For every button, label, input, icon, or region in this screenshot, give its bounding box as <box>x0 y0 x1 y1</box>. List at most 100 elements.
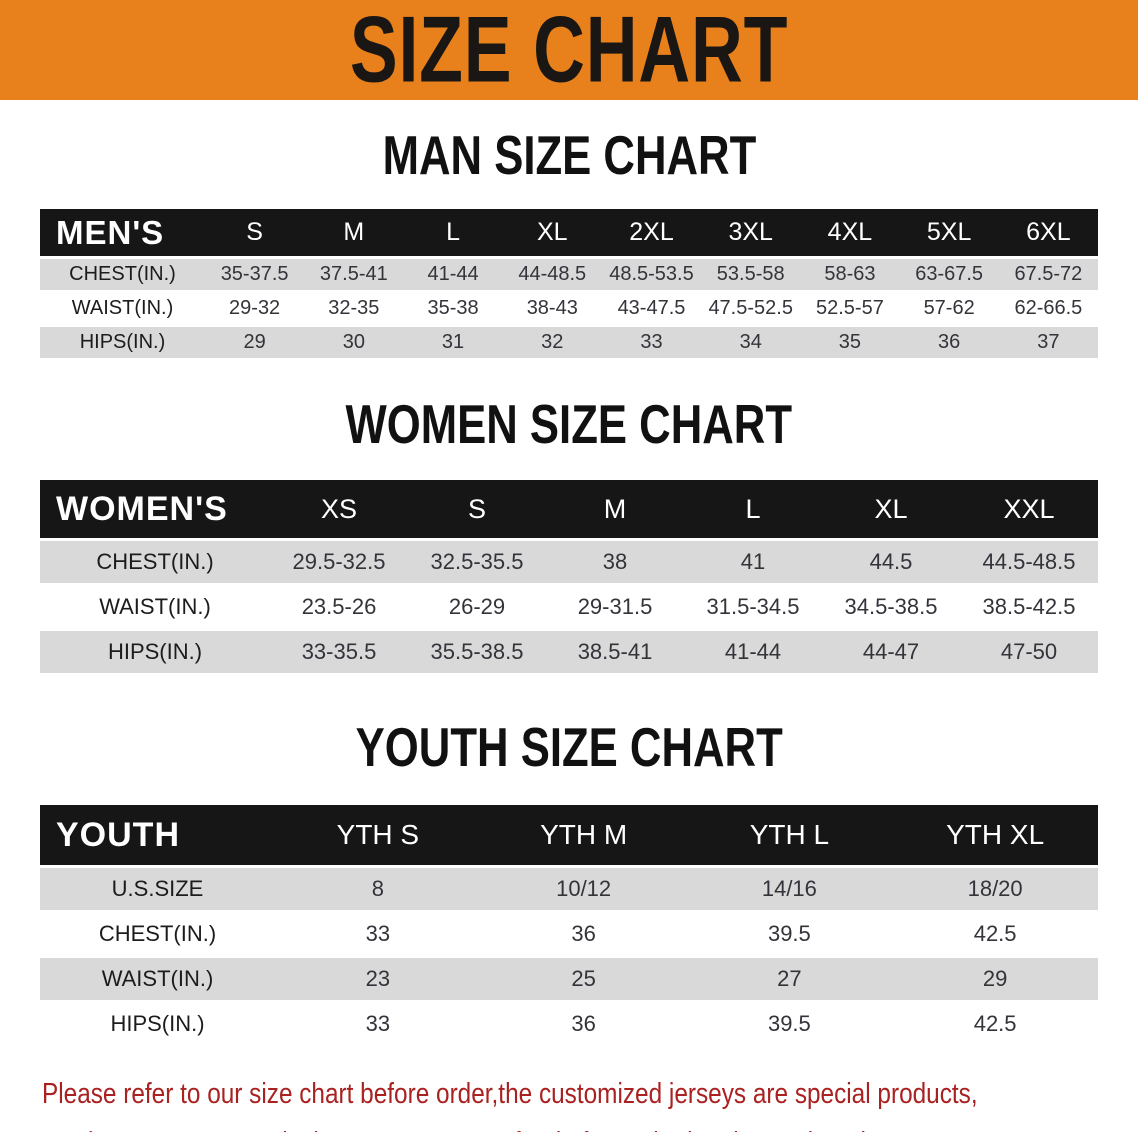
size-value-cell: 30 <box>342 331 365 353</box>
men-size-table: MEN'S S M L XL 2XL 3XL 4XL 5XL 6XL CHEST(IN.) 35-37… <box>40 206 1098 361</box>
size-value-cell: 44.5 <box>869 549 913 574</box>
size-column-header: 6XL <box>1026 218 1071 246</box>
size-value-cell: 33 <box>365 921 391 946</box>
table-header-row: YOUTH YTH S YTH M YTH L YTH XL <box>40 805 1098 865</box>
row-label: U.S.SIZE <box>111 876 204 901</box>
table-row: WAIST(IN.) 23.5-26 26-29 29-31.5 31.5-34.5 34… <box>40 586 1098 628</box>
disclaimer-line-1: Please refer to our size chart before or… <box>42 1078 978 1110</box>
size-value-cell: 33-35.5 <box>301 639 377 664</box>
size-value-cell: 29-32 <box>229 297 281 319</box>
size-column-header: XXL <box>1003 493 1055 524</box>
size-column-header: 5XL <box>926 218 972 246</box>
size-value-cell: 26-29 <box>448 594 506 619</box>
size-value-cell: 8 <box>371 876 384 901</box>
table-row: CHEST(IN.) 33 36 39.5 42.5 <box>40 913 1098 955</box>
row-label: CHEST(IN.) <box>96 549 214 574</box>
size-column-header: YTH XL <box>946 819 1045 850</box>
size-value-cell: 33 <box>640 331 663 353</box>
size-value-cell: 63-67.5 <box>915 263 984 285</box>
size-value-cell: 67.5-72 <box>1014 263 1083 285</box>
size-column-header: YTH L <box>749 819 830 850</box>
size-value-cell: 44.5-48.5 <box>982 549 1076 574</box>
size-value-cell: 34.5-38.5 <box>844 594 938 619</box>
size-chart-banner: SIZE CHART <box>0 0 1138 103</box>
women-size-table: WOMEN'S XS S M L XL XXL CHEST(IN.) 29.5-32.5 32.5… <box>40 477 1098 676</box>
size-value-cell: 41-44 <box>427 263 479 285</box>
size-value-cell: 41 <box>740 549 766 574</box>
size-value-cell: 43-47.5 <box>617 297 686 319</box>
table-row: CHEST(IN.) 29.5-32.5 32.5-35.5 38 41 44.5 44.5… <box>40 541 1098 583</box>
table-header-label: WOMEN'S <box>56 489 228 528</box>
size-value-cell: 38.5-42.5 <box>982 594 1076 619</box>
size-value-cell: 35.5-38.5 <box>430 639 524 664</box>
size-value-cell: 47.5-52.5 <box>708 297 793 319</box>
size-value-cell: 33 <box>365 1011 391 1036</box>
size-value-cell: 47-50 <box>1000 639 1058 664</box>
size-value-cell: 18/20 <box>967 876 1023 901</box>
size-value-cell: 57-62 <box>923 297 975 319</box>
row-label: HIPS(IN.) <box>107 639 203 664</box>
row-label: CHEST(IN.) <box>69 263 176 285</box>
size-value-cell: 52.5-57 <box>816 297 884 319</box>
size-column-header: M <box>603 493 627 524</box>
size-value-cell: 38.5-41 <box>577 639 653 664</box>
size-value-cell: 39.5 <box>767 1011 811 1036</box>
size-value-cell: 29-31.5 <box>577 594 653 619</box>
size-value-cell: 35 <box>838 331 862 353</box>
size-value-cell: 27 <box>777 966 802 991</box>
size-column-header: 4XL <box>827 218 873 246</box>
size-value-cell: 58-63 <box>824 263 876 285</box>
size-value-cell: 10/12 <box>556 876 612 901</box>
table-row: HIPS(IN.) 33 36 39.5 42.5 <box>40 1003 1098 1045</box>
table-row: WAIST(IN.) 23 25 27 29 <box>40 958 1098 1000</box>
size-value-cell: 42.5 <box>973 921 1017 946</box>
table-header-row: WOMEN'S XS S M L XL XXL <box>40 480 1098 538</box>
size-value-cell: 23.5-26 <box>301 594 377 619</box>
size-value-cell: 29 <box>982 966 1008 991</box>
youth-section-heading: YOUTH SIZE CHART <box>355 717 783 779</box>
size-value-cell: 44-47 <box>862 639 920 664</box>
size-value-cell: 25 <box>571 966 596 991</box>
size-column-header: M <box>343 218 365 246</box>
size-value-cell: 14/16 <box>761 876 817 901</box>
row-label: CHEST(IN.) <box>98 921 217 946</box>
table-row: U.S.SIZE 8 10/12 14/16 18/20 <box>40 868 1098 910</box>
size-column-header: YTH S <box>336 819 420 850</box>
size-value-cell: 29.5-32.5 <box>292 549 386 574</box>
table-header-label: MEN'S <box>56 213 165 251</box>
table-row: CHEST(IN.) 35-37.5 37.5-41 41-44 44-48.5 48.5… <box>40 259 1098 290</box>
size-value-cell: 32-35 <box>328 297 380 319</box>
table-header-row: MEN'S S M L XL 2XL 3XL 4XL 5XL 6XL <box>40 209 1098 256</box>
table-row: HIPS(IN.) 29 30 31 32 33 34 35 36 37 <box>40 327 1098 358</box>
size-value-cell: 29 <box>243 331 266 353</box>
size-value-cell: 31 <box>441 331 465 353</box>
size-value-cell: 31.5-34.5 <box>706 594 800 619</box>
disclaimer: Please refer to our size chart before or… <box>0 1070 1138 1132</box>
size-value-cell: 38-43 <box>526 297 578 319</box>
size-value-cell: 32.5-35.5 <box>430 549 524 574</box>
size-value-cell: 42.5 <box>973 1011 1017 1036</box>
size-value-cell: 37 <box>1037 331 1060 353</box>
women-size-section: WOMEN SIZE CHART WOMEN'S XS S M L XL XXL CHEST(… <box>0 397 1138 676</box>
size-value-cell: 32 <box>541 331 564 353</box>
size-column-header: S <box>467 493 486 524</box>
size-value-cell: 36 <box>938 331 961 353</box>
row-label: HIPS(IN.) <box>110 1011 205 1036</box>
banner-title: SIZE CHART <box>349 0 789 103</box>
size-value-cell: 62-66.5 <box>1014 297 1083 319</box>
men-size-section: MAN SIZE CHART MEN'S S M L XL 2XL 3XL 4XL 5XL 6XL… <box>0 128 1138 361</box>
size-column-header: L <box>745 493 761 524</box>
size-value-cell: 35-37.5 <box>220 263 289 285</box>
size-value-cell: 36 <box>571 1011 596 1036</box>
table-row: HIPS(IN.) 33-35.5 35.5-38.5 38.5-41 41-44 44-… <box>40 631 1098 673</box>
size-column-header: XS <box>320 493 358 524</box>
size-value-cell: 44-48.5 <box>518 263 587 285</box>
size-value-cell: 37.5-41 <box>319 263 388 285</box>
size-value-cell: 41-44 <box>724 639 782 664</box>
size-column-header: XL <box>536 218 568 246</box>
size-column-header: S <box>246 218 263 246</box>
size-value-cell: 39.5 <box>767 921 811 946</box>
size-value-cell: 48.5-53.5 <box>609 263 694 285</box>
size-value-cell: 38 <box>602 549 628 574</box>
